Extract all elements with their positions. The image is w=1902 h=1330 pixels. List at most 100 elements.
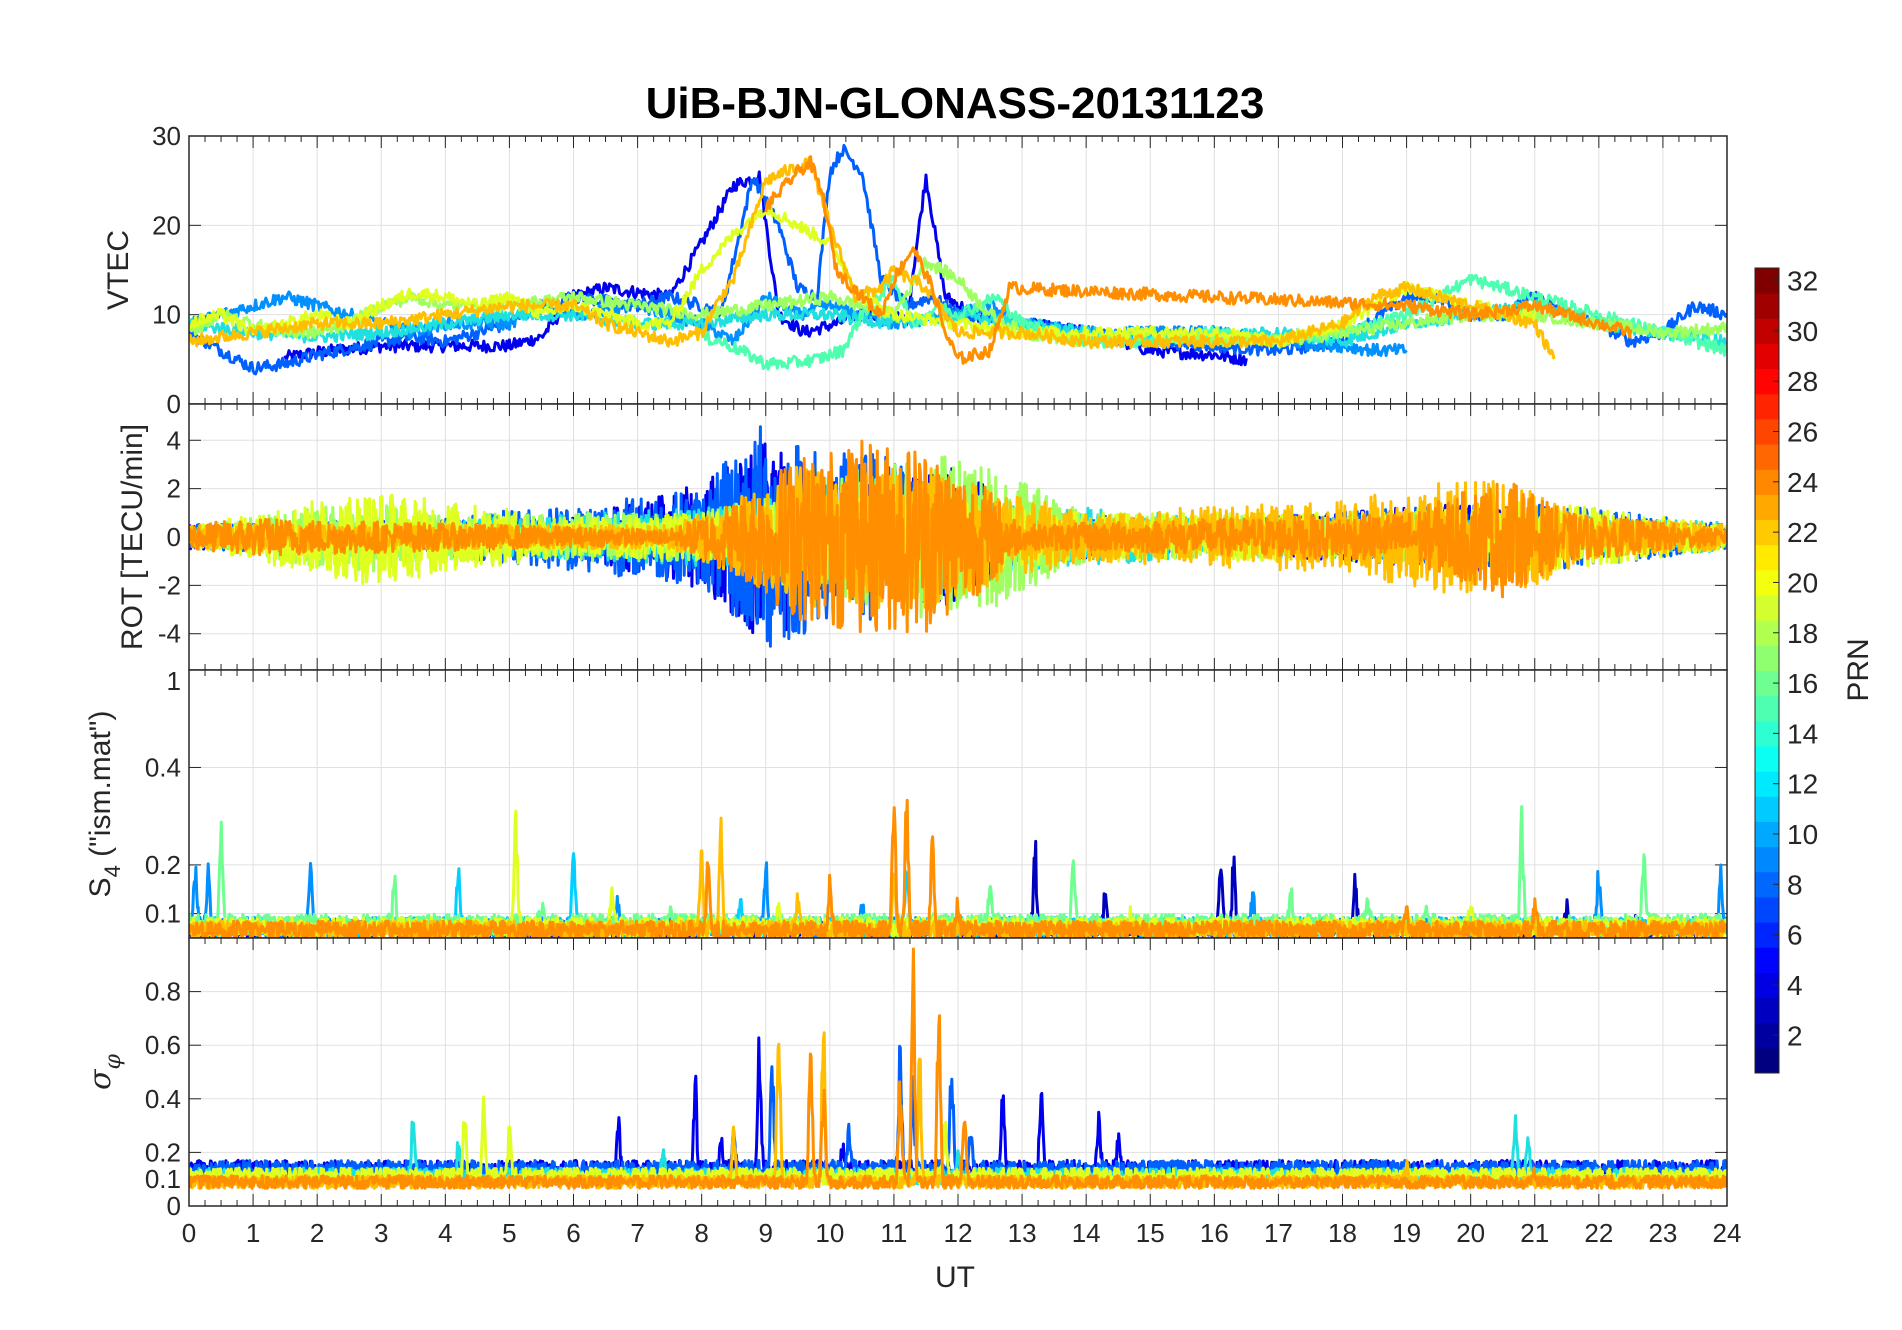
colorbar-tick-label: 18 <box>1787 618 1818 649</box>
panel-sigma: 00.10.2 0.4 0.6 0.8 σφ <box>83 937 1728 1221</box>
x-tick-label: 4 <box>438 1218 452 1248</box>
sigma-ytick-label: 0.8 <box>145 977 181 1007</box>
sigma-data <box>189 947 1727 1190</box>
colorbar-tick-label: 16 <box>1787 668 1818 699</box>
x-tick-label: 16 <box>1200 1218 1229 1248</box>
sigma-y-axis-label: σφ <box>83 1053 126 1089</box>
colorbar-tick-label: 20 <box>1787 567 1818 598</box>
vtec-ytick-label: 20 <box>152 210 181 240</box>
colorbar-swatch <box>1755 997 1779 1024</box>
colorbar-tick-label: 2 <box>1787 1020 1803 1051</box>
panel-vtec: 0 10 20 30 VTEC <box>102 121 1728 419</box>
colorbar-swatch <box>1755 896 1779 923</box>
x-tick-label: 20 <box>1456 1218 1485 1248</box>
x-tick-label: 8 <box>694 1218 708 1248</box>
s4-ytick-label: 0.4 <box>145 752 181 782</box>
colorbar-swatch <box>1755 444 1779 470</box>
colorbar-tick-label: 6 <box>1787 920 1803 951</box>
x-tick-label: 23 <box>1648 1218 1677 1248</box>
x-tick-label: 11 <box>880 1218 907 1248</box>
sigma-series-prn-24 <box>189 947 1727 1190</box>
x-tick-label: 0 <box>182 1218 196 1248</box>
rot-y-axis-label: ROT [TECU/min] <box>116 424 149 650</box>
vtec-ytick-label: 0 <box>167 389 181 419</box>
colorbar-frame <box>1754 267 1780 1074</box>
x-tick-label: 12 <box>944 1218 973 1248</box>
colorbar-label: PRN <box>1842 638 1875 701</box>
x-tick-label: 2 <box>310 1218 324 1248</box>
rot-ytick-label: -2 <box>158 570 181 600</box>
colorbar-tick-label: 10 <box>1787 819 1818 850</box>
x-tick-label: 14 <box>1072 1218 1101 1248</box>
s4-ytick-label: 0.2 <box>145 850 181 880</box>
x-axis-label: UT <box>935 1261 975 1294</box>
s4-series-prn-24 <box>189 798 1727 938</box>
rot-ytick-label: 4 <box>167 425 181 455</box>
vtec-ytick-label: 30 <box>152 121 181 151</box>
x-tick-label: 3 <box>374 1218 388 1248</box>
x-tick-label: 1 <box>246 1218 260 1248</box>
x-tick-label: 22 <box>1584 1218 1613 1248</box>
chart-title: UiB-BJN-GLONASS-20131123 <box>646 79 1265 128</box>
sigma-ytick-label: 0.1 <box>145 1164 181 1194</box>
colorbar-swatch <box>1755 695 1779 722</box>
colorbar-swatch <box>1755 494 1779 521</box>
colorbar-tick-label: 28 <box>1787 366 1818 397</box>
s4-data <box>189 798 1727 938</box>
x-tick-label: 13 <box>1008 1218 1037 1248</box>
x-tick-label: 17 <box>1264 1218 1293 1248</box>
sigma-ytick-label: 0.4 <box>145 1084 181 1114</box>
x-tick-label: 18 <box>1328 1218 1357 1248</box>
colorbar-tick-label: 24 <box>1787 467 1818 498</box>
sigma-axes-box <box>188 937 1728 1207</box>
s4-ytick-label: 0.1 <box>145 899 181 929</box>
x-tick-label: 15 <box>1136 1218 1165 1248</box>
colorbar-swatch <box>1755 343 1779 370</box>
colorbar-swatch <box>1755 544 1779 571</box>
vtec-series-prn-22 <box>189 155 1556 360</box>
x-tick-label: 6 <box>566 1218 580 1248</box>
colorbar-tick-label: 4 <box>1787 970 1803 1001</box>
colorbar-swatch <box>1755 745 1779 772</box>
vtec-data <box>189 143 1727 376</box>
panel-s4: 0.1 0.2 0.4 1 S4 ("ism.mat") <box>84 666 1728 939</box>
colorbar-swatch <box>1755 796 1779 822</box>
colorbar-tick-label: 32 <box>1787 266 1818 297</box>
x-tick-label: 9 <box>759 1218 773 1248</box>
colorbar-swatch <box>1755 947 1779 973</box>
x-tick-label: 5 <box>502 1218 516 1248</box>
colorbar-swatch <box>1755 645 1779 671</box>
sigma-ytick-label: 0.2 <box>145 1137 181 1167</box>
x-tick-label: 10 <box>815 1218 844 1248</box>
x-tick-label: 7 <box>630 1218 644 1248</box>
colorbar-tick-label: 22 <box>1787 517 1818 548</box>
colorbar-tick-label: 26 <box>1787 417 1818 448</box>
panel-rot: -4 -2 0 2 4 ROT [TECU/min] <box>116 403 1728 671</box>
colorbar-swatch <box>1755 846 1779 873</box>
rot-series-prn-24 <box>189 439 1727 634</box>
colorbar-tick-label: 14 <box>1787 718 1818 749</box>
vtec-ytick-label: 10 <box>152 300 181 330</box>
sigma-ytick-label: 0 <box>167 1191 181 1221</box>
rot-ytick-label: -4 <box>158 619 181 649</box>
s4-ytick-label: 1 <box>167 666 181 696</box>
colorbar-tick-label: 30 <box>1787 316 1818 347</box>
colorbar-swatch <box>1755 595 1779 621</box>
x-tick-label: 24 <box>1713 1218 1742 1248</box>
sigma-ytick-label: 0.6 <box>145 1030 181 1060</box>
s4-y-axis-label: S4 ("ism.mat") <box>84 711 125 898</box>
colorbar-swatch <box>1755 1047 1779 1074</box>
vtec-series-prn-24 <box>764 155 1633 365</box>
colorbar-swatch <box>1755 393 1779 420</box>
colorbar-swatch <box>1755 293 1779 319</box>
colorbar-tick-label: 12 <box>1787 769 1818 800</box>
x-tick-label: 19 <box>1392 1218 1421 1248</box>
colorbar-tick-label: 8 <box>1787 869 1803 900</box>
x-tick-label: 21 <box>1520 1218 1549 1248</box>
vtec-y-axis-label: VTEC <box>102 230 135 310</box>
rot-ytick-label: 0 <box>167 522 181 552</box>
rot-ytick-label: 2 <box>167 474 181 504</box>
